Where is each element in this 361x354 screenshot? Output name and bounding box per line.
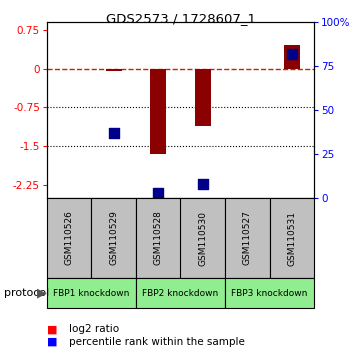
Bar	[47, 278, 136, 308]
Text: FBP2 knockdown: FBP2 knockdown	[142, 289, 219, 297]
Bar	[151, 69, 166, 154]
Text: percentile rank within the sample: percentile rank within the sample	[69, 337, 244, 347]
Bar	[225, 198, 270, 278]
Bar	[136, 198, 180, 278]
Bar	[270, 198, 314, 278]
Bar	[91, 198, 136, 278]
Text: GDS2573 / 1728607_1: GDS2573 / 1728607_1	[105, 12, 256, 25]
Text: ■: ■	[47, 324, 57, 334]
Text: ■: ■	[47, 337, 57, 347]
Point	[111, 130, 117, 136]
Text: ▶: ▶	[37, 286, 46, 299]
Text: GSM110527: GSM110527	[243, 211, 252, 266]
Text: GSM110531: GSM110531	[287, 211, 296, 266]
Bar	[47, 198, 91, 278]
Text: log2 ratio: log2 ratio	[69, 324, 119, 334]
Point	[155, 190, 161, 195]
Bar	[136, 278, 225, 308]
Text: GSM110526: GSM110526	[65, 211, 74, 266]
Bar	[284, 45, 300, 69]
Text: protocol: protocol	[4, 288, 49, 298]
Text: GSM110529: GSM110529	[109, 211, 118, 266]
Text: FBP1 knockdown: FBP1 knockdown	[53, 289, 130, 297]
Text: GSM110530: GSM110530	[198, 211, 207, 266]
Text: FBP3 knockdown: FBP3 knockdown	[231, 289, 308, 297]
Point	[200, 181, 206, 187]
Bar	[106, 69, 122, 71]
Bar	[195, 69, 210, 126]
Bar	[180, 198, 225, 278]
Point	[289, 51, 295, 57]
Bar	[225, 278, 314, 308]
Text: GSM110528: GSM110528	[154, 211, 163, 266]
